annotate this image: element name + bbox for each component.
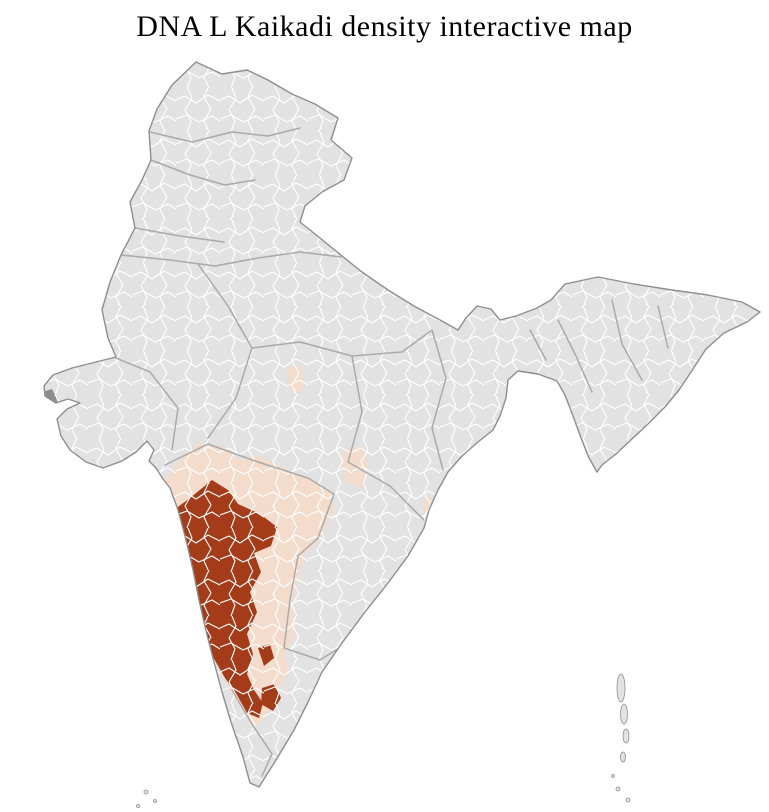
lakshadweep-islands[interactable] [136, 789, 157, 808]
andaman-nicobar-islands[interactable] [611, 673, 631, 803]
page-title: DNA L Kaikadi density interactive map [136, 10, 633, 43]
